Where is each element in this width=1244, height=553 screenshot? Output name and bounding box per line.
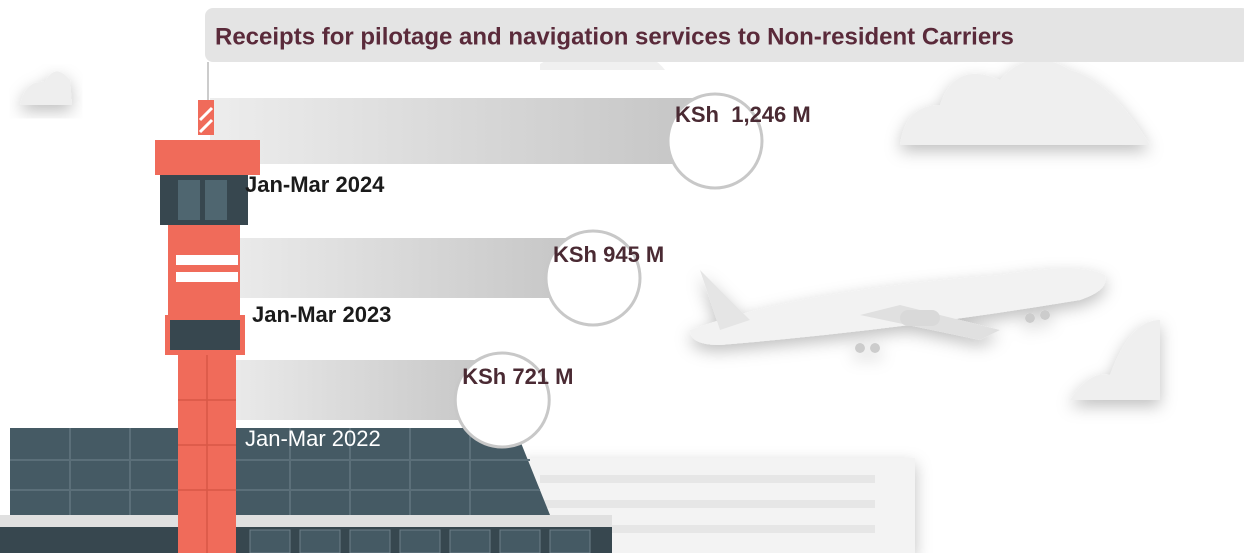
bar-end-circle <box>666 92 764 190</box>
bar-end-circle <box>453 351 551 449</box>
terminal-base-windows <box>249 529 591 553</box>
labels: KSh 1,246 M Jan-Mar 2024 KSh 945 M Jan-Mar … <box>245 102 811 451</box>
airplane <box>690 268 1106 353</box>
value-label: KSh 945 M <box>553 242 664 267</box>
terminal-grid <box>10 428 540 515</box>
cloud <box>20 71 72 105</box>
terminal-roof <box>10 428 550 515</box>
value-label: KSh 721 M <box>462 364 573 389</box>
terminal-windows <box>540 475 875 533</box>
value-label: KSh 1,246 M <box>675 102 811 127</box>
control-tower <box>155 62 260 553</box>
category-label: Jan-Mar 2024 <box>245 172 385 197</box>
bar-end-circle <box>544 229 642 327</box>
cloud <box>1070 320 1160 400</box>
category-label: Jan-Mar 2022 <box>245 426 381 451</box>
bar <box>210 98 715 164</box>
category-label: Jan-Mar 2023 <box>252 302 391 327</box>
title-banner <box>205 8 1244 62</box>
bars <box>210 92 764 449</box>
bar <box>210 360 503 420</box>
chart-title: Receipts for pilotage and navigation ser… <box>215 23 1014 50</box>
background-illustration: Receipts for pilotage and navigation ser… <box>0 8 1244 553</box>
terminal-ledge <box>0 515 612 527</box>
cloud <box>900 59 1150 145</box>
bar <box>210 238 594 298</box>
